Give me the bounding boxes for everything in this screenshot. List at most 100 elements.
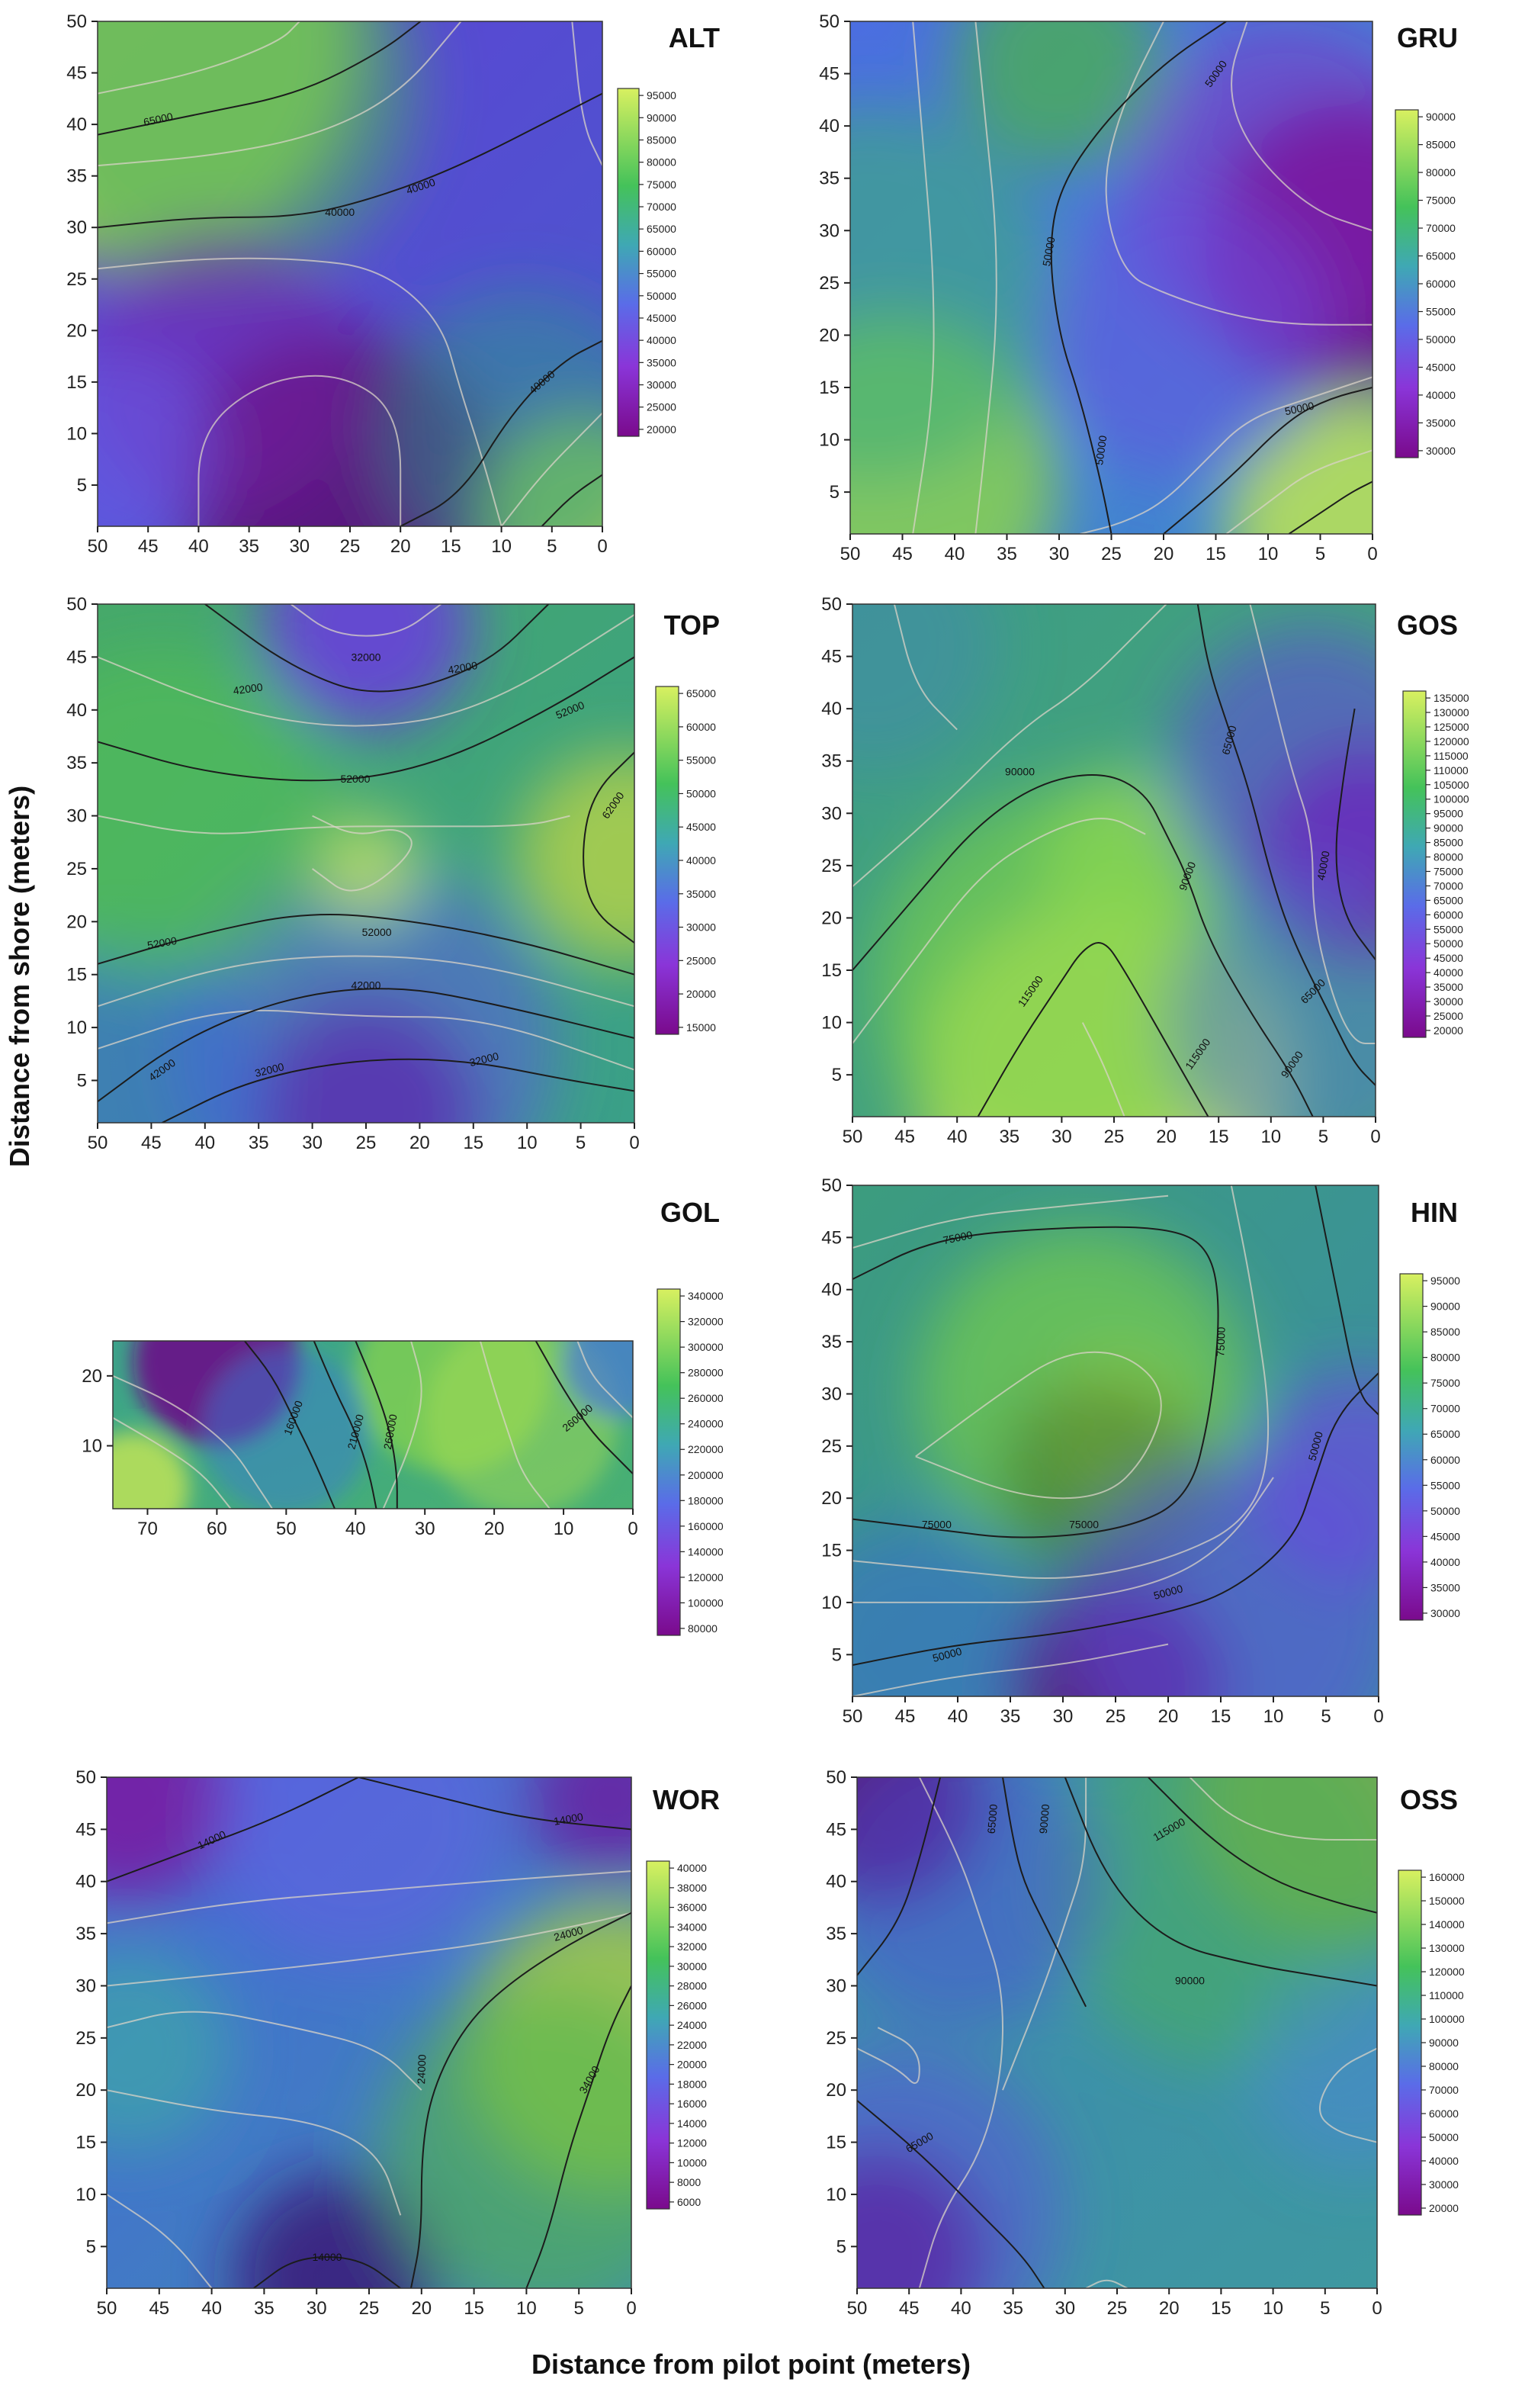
contour-line-major	[204, 604, 550, 693]
colorbar-tick-label: 45000	[1430, 1530, 1460, 1542]
y-tick-label: 20	[82, 1366, 102, 1387]
colorbar-tick-label: 30000	[647, 379, 676, 391]
contour-line-minor	[852, 604, 1167, 888]
colorbar-tick-label: 90000	[1426, 111, 1456, 123]
heatmap-region	[873, 792, 1250, 1117]
colorbar-tick-label: 10000	[677, 2156, 707, 2168]
contour-line-minor	[1231, 21, 1372, 232]
contour-line-major	[535, 1341, 633, 1474]
colorbar-tick-label: 50000	[647, 290, 676, 302]
colorbar-tick-label: 36000	[677, 1902, 707, 1914]
y-tick-label: 25	[66, 859, 87, 879]
colorbar-tick-label: 16000	[677, 2098, 707, 2110]
y-tick-label: 5	[77, 475, 87, 496]
y-tick-label: 30	[826, 1976, 846, 1996]
x-tick-label: 0	[1367, 544, 1377, 564]
colorbar-tick-label: 55000	[1434, 923, 1463, 935]
contour-line-major	[107, 1777, 359, 1882]
y-tick-label: 15	[826, 2133, 846, 2153]
y-tick-label: 15	[66, 965, 87, 985]
x-tick-label: 15	[1211, 1706, 1231, 1727]
x-tick-label: 50	[843, 1706, 863, 1727]
heatmap-region	[563, 1341, 633, 1418]
colorbar-tick-label: 26000	[677, 1999, 707, 2011]
contour-label: 42000	[233, 680, 264, 696]
colorbar-tick-label: 25000	[647, 401, 676, 413]
panel-title: ALT	[669, 22, 720, 53]
contour-line-major	[541, 474, 602, 526]
colorbar-tick-label: 65000	[647, 223, 676, 235]
colorbar-tick-label: 240000	[688, 1418, 724, 1430]
contour-line-minor	[98, 21, 300, 95]
y-tick-label: 30	[819, 220, 840, 241]
contour-line-minor	[852, 818, 1146, 1044]
x-tick-label: 10	[554, 1519, 574, 1539]
colorbar-tick-label: 75000	[1434, 865, 1463, 877]
contour-line-major	[1315, 1185, 1379, 1416]
colorbar-tick-label: 20000	[647, 423, 676, 436]
colorbar-tick-label: 60000	[686, 721, 716, 733]
heatmap-region	[98, 943, 270, 1123]
y-tick-label: 35	[821, 1332, 842, 1352]
y-tick-label: 25	[75, 2028, 96, 2049]
y-tick-label: 15	[821, 1541, 842, 1561]
colorbar-tick-label: 30000	[1429, 2178, 1459, 2191]
y-tick-label: 40	[821, 1280, 842, 1300]
y-tick-label: 45	[826, 1819, 846, 1840]
x-tick-label: 20	[390, 536, 411, 557]
y-tick-label: 35	[819, 169, 840, 189]
heatmap-region	[516, 752, 634, 964]
contour-line-minor	[479, 1341, 551, 1509]
x-tick-label: 15	[441, 536, 461, 557]
colorbar-tick-label: 24000	[677, 2019, 707, 2031]
colorbar-tick-label: 55000	[647, 268, 676, 280]
x-tick-label: 40	[201, 2298, 222, 2319]
y-tick-label: 35	[66, 753, 87, 773]
contour-label: 52000	[340, 773, 370, 785]
colorbar-tick-label: 25000	[686, 954, 716, 966]
x-tick-label: 20	[484, 1519, 505, 1539]
contour-label: 65000	[985, 1803, 1000, 1834]
colorbar-tick-label: 120000	[1434, 735, 1469, 747]
y-tick-label: 20	[819, 325, 840, 346]
contour-line-major	[1148, 1777, 1377, 1914]
y-tick-label: 45	[821, 1227, 842, 1248]
x-tick-label: 50	[276, 1519, 297, 1539]
contour-label: 90000	[1037, 1803, 1051, 1834]
panel-title: WOR	[653, 1784, 720, 1815]
colorbar-tick-label: 65000	[1430, 1428, 1460, 1440]
x-tick-label: 20	[411, 2298, 432, 2319]
panel-title: TOP	[664, 609, 720, 641]
colorbar-tick-label: 85000	[1434, 837, 1463, 849]
x-tick-label: 0	[626, 2298, 636, 2319]
contour-line-minor	[915, 1351, 1162, 1500]
y-tick-label: 35	[826, 1924, 846, 1944]
colorbar: 95000 90000 85000 80000 75000 70000 65000 60000…	[1399, 1273, 1460, 1621]
colorbar-tick-label: 30000	[677, 1960, 707, 1972]
x-tick-label: 30	[1055, 2298, 1075, 2319]
y-tick-label: 5	[836, 2236, 846, 2257]
colorbar-tick-label: 34000	[677, 1921, 707, 1933]
colorbar-tick-label: 80000	[1426, 166, 1456, 178]
x-tick-label: 20	[1158, 1706, 1179, 1727]
contour-line-minor	[312, 815, 413, 892]
heatmap-region	[857, 2048, 1065, 2288]
contour-line-minor	[852, 1185, 1270, 1580]
colorbar-tick-label: 70000	[1429, 2084, 1459, 2096]
y-tick-label: 40	[819, 116, 840, 137]
colorbar-tick-label: 60000	[1434, 908, 1463, 921]
x-tick-label: 45	[895, 1706, 916, 1727]
y-tick-label: 40	[821, 699, 842, 719]
heatmap-region	[258, 604, 474, 731]
colorbar: 65000 60000 55000 50000 45000 40000 35000 30000…	[655, 686, 716, 1035]
colorbar-scale	[655, 686, 679, 1035]
colorbar-tick-label: 180000	[688, 1494, 724, 1506]
contour-line-major	[857, 2100, 1045, 2288]
y-tick-label: 35	[66, 166, 87, 187]
contour-line-major	[852, 1372, 1379, 1666]
y-tick-label: 10	[75, 2185, 96, 2205]
colorbar-scale	[617, 88, 640, 437]
